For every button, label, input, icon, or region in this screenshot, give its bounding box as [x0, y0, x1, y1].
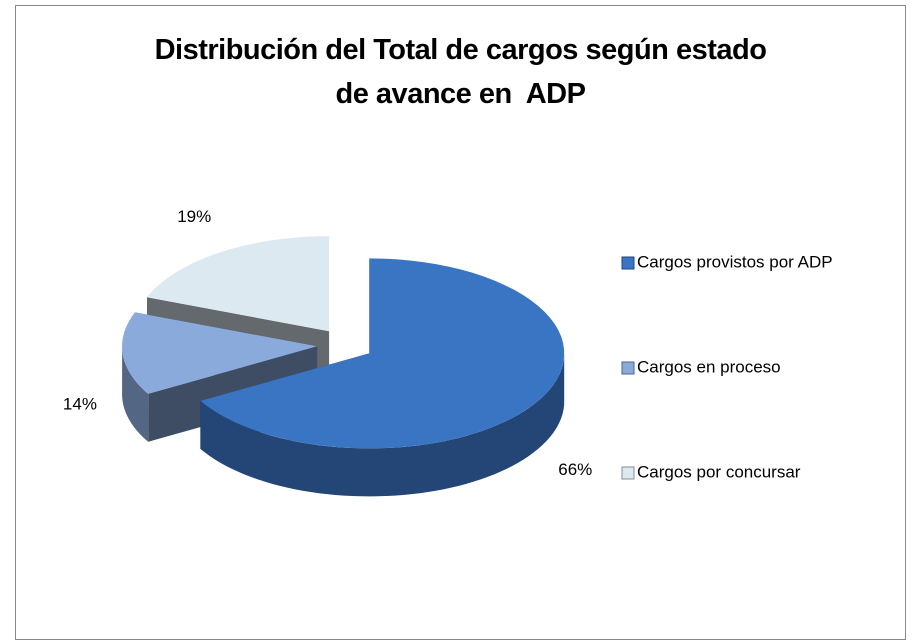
legend-swatch — [621, 361, 635, 375]
legend-label: Cargos provistos por ADP — [637, 252, 833, 271]
slice-wall — [122, 346, 149, 442]
slice — [147, 236, 330, 332]
slice — [122, 312, 318, 394]
chart-title: Distribución del Total de cargos según e… — [154, 34, 767, 110]
slice — [200, 258, 565, 449]
legend-label: Cargos por concursar — [637, 462, 801, 481]
data-label: 66% — [558, 460, 592, 479]
legend-label: Cargos en proceso — [637, 357, 781, 376]
legend-swatch — [621, 256, 635, 270]
data-label: 19% — [177, 207, 211, 226]
data-label: 14% — [63, 395, 97, 414]
legend-swatch — [621, 466, 635, 480]
slice-wall — [200, 353, 565, 497]
